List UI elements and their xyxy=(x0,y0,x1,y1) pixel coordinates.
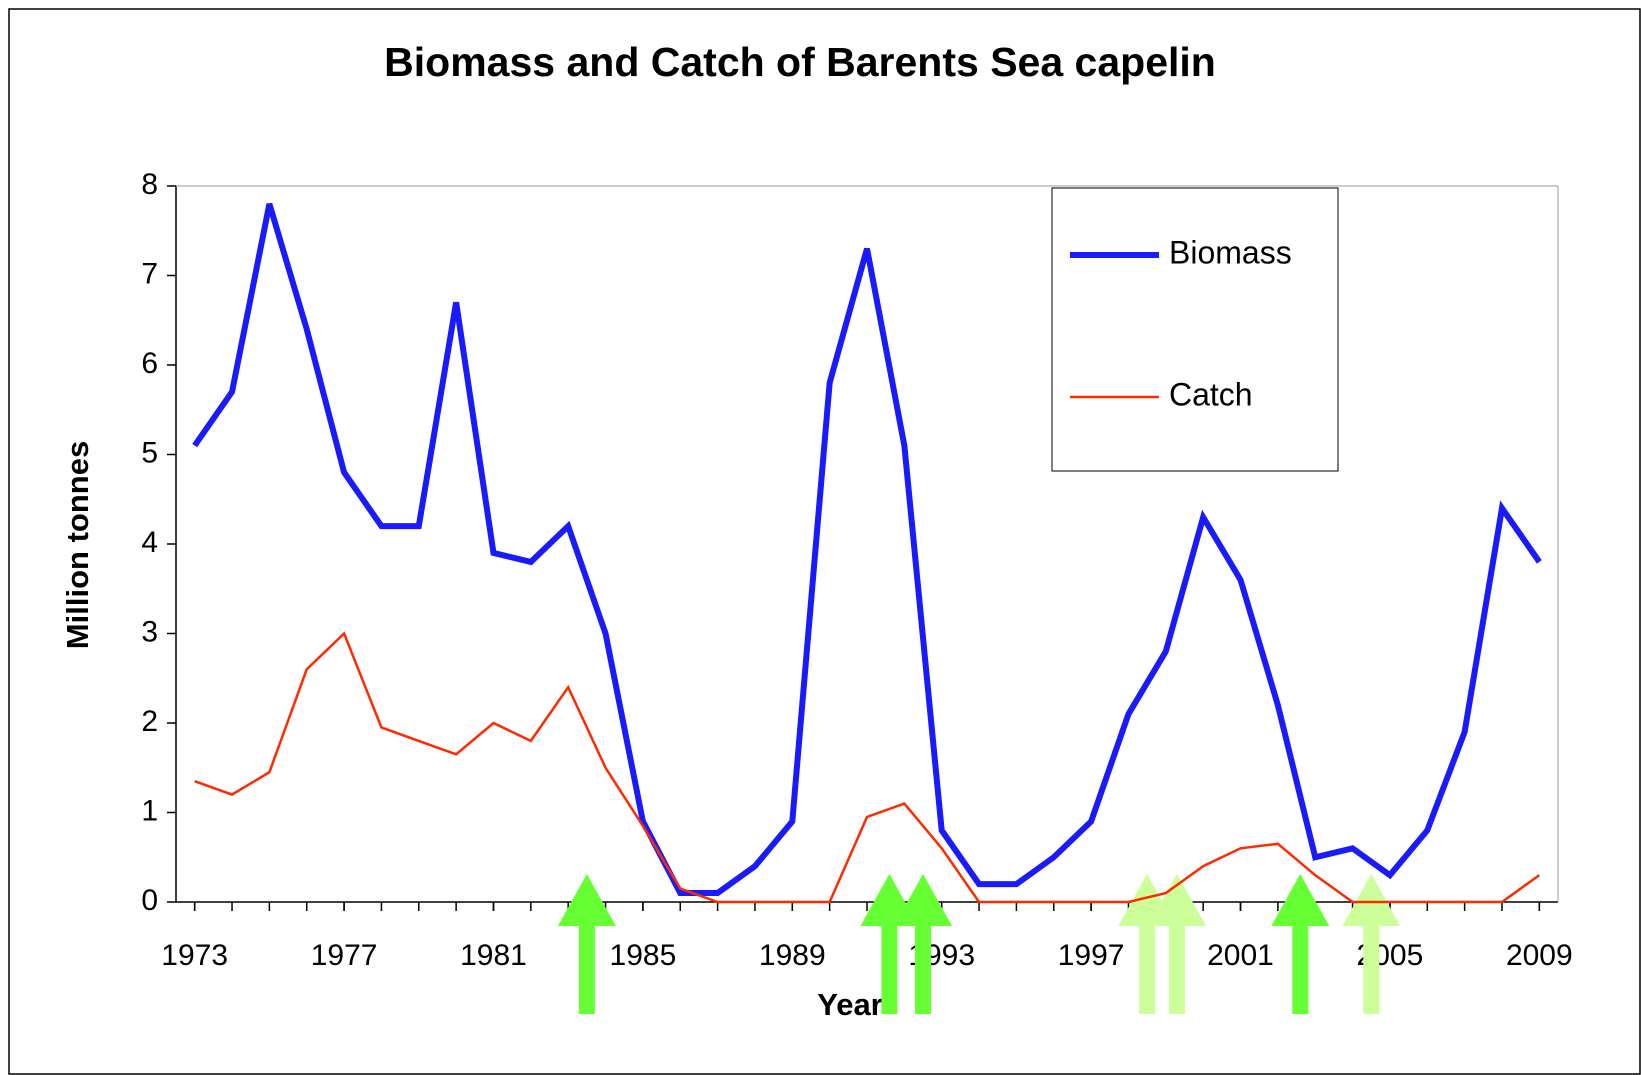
arrow xyxy=(1271,874,1330,1014)
chart-title: Biomass and Catch of Barents Sea capelin xyxy=(384,39,1216,85)
y-tick-label: 1 xyxy=(141,794,158,827)
arrow xyxy=(557,874,616,1014)
x-tick-label: 2009 xyxy=(1506,939,1573,972)
series-line xyxy=(192,203,1542,897)
x-tick-label: 2001 xyxy=(1207,939,1274,972)
x-tick-label: 1981 xyxy=(460,939,527,972)
legend-label: Catch xyxy=(1169,376,1253,412)
x-tick-label: 1973 xyxy=(161,939,228,972)
x-tick-label: 1985 xyxy=(610,939,677,972)
x-tick-label: 1997 xyxy=(1058,939,1125,972)
y-tick-label: 6 xyxy=(141,347,158,380)
y-tick-label: 0 xyxy=(141,884,158,917)
y-tick-label: 2 xyxy=(141,705,158,738)
arrow xyxy=(1148,874,1207,1014)
y-tick-label: 7 xyxy=(141,257,158,290)
series-line xyxy=(194,631,1541,904)
arrow xyxy=(894,874,953,1014)
chart-frame xyxy=(8,8,1641,1075)
y-tick-label: 8 xyxy=(141,168,158,201)
y-axis-label: Million tonnes xyxy=(60,441,95,649)
x-tick-label: 1989 xyxy=(759,939,826,972)
legend-label: Biomass xyxy=(1169,234,1292,270)
legend-box xyxy=(1051,187,1339,472)
x-tick-label: 1977 xyxy=(311,939,378,972)
y-tick-label: 3 xyxy=(141,615,158,648)
x-axis-label: Year xyxy=(817,987,883,1022)
y-tick-label: 4 xyxy=(141,526,158,559)
arrow xyxy=(1342,874,1401,1014)
y-tick-label: 5 xyxy=(141,436,158,469)
